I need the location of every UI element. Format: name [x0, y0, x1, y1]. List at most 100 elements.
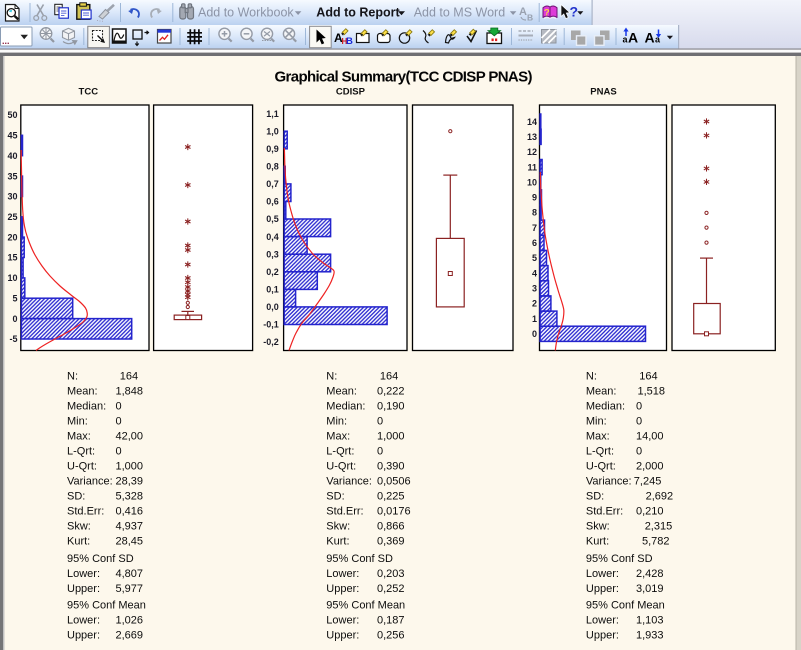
svg-text:8: 8	[532, 208, 537, 218]
svg-text:PNAS: PNAS	[590, 86, 616, 97]
svg-text:1: 1	[532, 314, 537, 324]
svg-text:Max:: Max:	[586, 431, 610, 443]
svg-text:11: 11	[527, 162, 537, 172]
svg-text:Add to Report: Add to Report	[316, 6, 400, 20]
svg-text:0: 0	[377, 416, 383, 428]
svg-text:7,245: 7,245	[634, 476, 662, 488]
svg-text:4,807: 4,807	[116, 568, 144, 580]
svg-text:0,0506: 0,0506	[377, 476, 411, 488]
svg-text:Lower:: Lower:	[586, 614, 619, 626]
svg-text:5,977: 5,977	[116, 583, 144, 595]
svg-text:95% Conf Mean: 95% Conf Mean	[586, 599, 665, 611]
svg-text:SD:: SD:	[67, 491, 85, 503]
svg-text:Kurt:: Kurt:	[67, 536, 90, 548]
svg-text:45: 45	[7, 131, 17, 141]
svg-text:Skw:: Skw:	[326, 521, 350, 533]
svg-text:Skw:: Skw:	[67, 521, 91, 533]
svg-text:0: 0	[636, 401, 642, 413]
svg-text:0,866: 0,866	[377, 521, 405, 533]
svg-text:0,190: 0,190	[377, 401, 405, 413]
svg-text:U-Qrt:: U-Qrt:	[67, 461, 97, 473]
svg-text:14,00: 14,00	[636, 431, 664, 443]
svg-text:H: H	[342, 37, 348, 46]
svg-text:a: a	[655, 35, 661, 45]
svg-text:13: 13	[527, 132, 537, 142]
svg-text:1,1: 1,1	[266, 109, 279, 119]
svg-text:Median:: Median:	[326, 401, 365, 413]
svg-text:95% Conf SD: 95% Conf SD	[67, 553, 134, 565]
svg-text:2: 2	[532, 299, 537, 309]
svg-text:?: ?	[544, 8, 550, 19]
svg-text:95% Conf SD: 95% Conf SD	[326, 553, 393, 565]
svg-text:0: 0	[636, 446, 642, 458]
svg-text:50: 50	[7, 110, 17, 120]
svg-text:0,8: 0,8	[266, 162, 279, 172]
svg-text:1,103: 1,103	[636, 614, 664, 626]
svg-text:1,026: 1,026	[116, 614, 144, 626]
svg-text:95% Conf Mean: 95% Conf Mean	[326, 599, 405, 611]
svg-text:6: 6	[532, 238, 537, 248]
svg-text:5: 5	[12, 293, 17, 303]
svg-text:Upper:: Upper:	[586, 629, 619, 641]
svg-text:Lower:: Lower:	[326, 614, 359, 626]
svg-text:Kurt:: Kurt:	[326, 536, 349, 548]
svg-text:0,7: 0,7	[266, 179, 279, 189]
svg-text:10: 10	[527, 177, 537, 187]
svg-text:0,0176: 0,0176	[377, 506, 411, 518]
svg-text:1,0: 1,0	[266, 126, 279, 136]
svg-text:0,222: 0,222	[377, 386, 405, 398]
svg-text:Upper:: Upper:	[67, 583, 100, 595]
svg-text:Min:: Min:	[326, 416, 347, 428]
svg-text:30: 30	[7, 192, 17, 202]
svg-text:3: 3	[532, 284, 537, 294]
svg-text:0,4: 0,4	[266, 232, 279, 242]
svg-text:0: 0	[377, 446, 383, 458]
svg-text:Std.Err:: Std.Err:	[67, 506, 104, 518]
svg-text:1,518: 1,518	[638, 386, 666, 398]
svg-text:9: 9	[532, 193, 537, 203]
svg-text:Add to MS Word: Add to MS Word	[414, 6, 506, 20]
svg-text:-0,2: -0,2	[263, 337, 279, 347]
svg-text:Lower:: Lower:	[586, 568, 619, 580]
svg-text:Lower:: Lower:	[326, 568, 359, 580]
svg-text:0: 0	[532, 329, 537, 339]
svg-text:a: a	[623, 35, 629, 45]
svg-text:Mean:: Mean:	[586, 386, 617, 398]
svg-text:0,1: 0,1	[266, 285, 279, 295]
svg-text:14: 14	[527, 117, 537, 127]
svg-text:0,390: 0,390	[377, 461, 405, 473]
svg-text:Variance:: Variance:	[326, 476, 372, 488]
svg-text:L-Qrt:: L-Qrt:	[67, 446, 95, 458]
svg-text:A: A	[519, 6, 527, 18]
svg-text:0,6: 0,6	[266, 197, 279, 207]
svg-text:0,0: 0,0	[266, 302, 279, 312]
svg-text:0,187: 0,187	[377, 614, 405, 626]
svg-text:0,9: 0,9	[266, 144, 279, 154]
svg-text:1,933: 1,933	[636, 629, 664, 641]
svg-text:12: 12	[527, 147, 537, 157]
svg-text:Lower:: Lower:	[67, 568, 100, 580]
svg-text:95% Conf SD: 95% Conf SD	[586, 553, 653, 565]
svg-text:0,2: 0,2	[266, 267, 279, 277]
svg-text:Variance:: Variance:	[67, 476, 113, 488]
svg-text:-5: -5	[9, 334, 17, 344]
svg-text:Add to Workbook: Add to Workbook	[198, 6, 294, 20]
svg-text:95% Conf Mean: 95% Conf Mean	[67, 599, 146, 611]
svg-text:4,937: 4,937	[116, 521, 144, 533]
svg-text:-0,1: -0,1	[263, 320, 279, 330]
svg-text:Skw:: Skw:	[586, 521, 610, 533]
svg-text:Kurt:: Kurt:	[586, 536, 609, 548]
svg-text:1,000: 1,000	[377, 431, 405, 443]
svg-text:3,019: 3,019	[636, 583, 664, 595]
svg-text:0,252: 0,252	[377, 583, 405, 595]
svg-text:Upper:: Upper:	[586, 583, 619, 595]
svg-text:B: B	[346, 36, 353, 47]
svg-text:...: ...	[2, 36, 10, 46]
svg-text:20: 20	[7, 232, 17, 242]
svg-text:1,000: 1,000	[116, 461, 144, 473]
svg-text:Upper:: Upper:	[326, 629, 359, 641]
svg-text:0,416: 0,416	[116, 506, 144, 518]
svg-text:0,5: 0,5	[266, 214, 279, 224]
svg-text:164: 164	[639, 371, 657, 383]
svg-text:CDISP: CDISP	[336, 86, 366, 97]
